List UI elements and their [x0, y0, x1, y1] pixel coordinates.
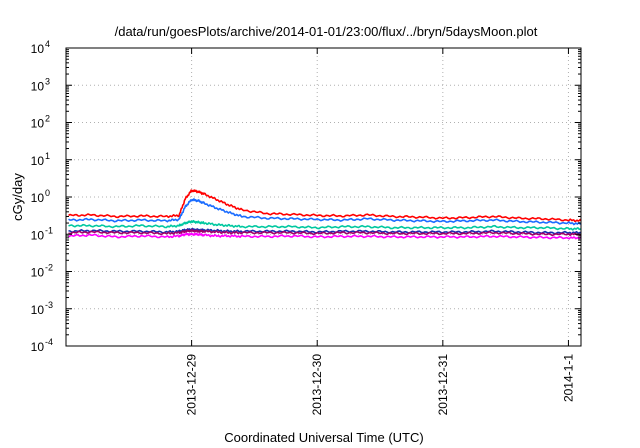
y-tick-label: 10	[31, 303, 45, 317]
y-tick-label: 10	[31, 191, 45, 205]
y-tick-label-base: 10	[31, 117, 45, 131]
series-line-3	[68, 219, 582, 231]
series-line-4	[68, 227, 582, 235]
series-line-1	[68, 189, 582, 223]
y-tick-label-exponent: 0	[45, 188, 50, 198]
x-axis-label: Coordinated Universal Time (UTC)	[224, 430, 423, 445]
y-tick-label: 10	[31, 228, 45, 242]
plot-frame	[65, 47, 582, 347]
y-tick-label: 10	[31, 154, 45, 168]
y-tick-label-base: 10	[31, 303, 45, 317]
chart-title: /data/run/goesPlots/archive/2014-01-01/2…	[115, 24, 538, 39]
y-tick-label-exponent: 1	[45, 151, 50, 161]
y-tick-label: 10	[31, 266, 45, 280]
x-tick-label: 2013-12-29	[185, 354, 199, 416]
series-line-6	[68, 232, 582, 240]
y-tick-label-exponent: -4	[45, 337, 53, 347]
y-tick-label-base: 10	[31, 191, 45, 205]
series-line-2	[68, 198, 581, 226]
y-tick-label: 10	[31, 79, 45, 93]
series-layer	[68, 189, 582, 240]
x-tick-label: 2013-12-31	[436, 354, 450, 416]
y-tick-label: 10	[31, 117, 45, 131]
y-tick-label-base: 10	[31, 79, 45, 93]
y-tick-label-base: 10	[31, 340, 45, 354]
y-tick-label: 10	[31, 42, 45, 56]
x-tick-label: 2014-1-1	[561, 354, 575, 402]
y-tick-label-exponent: 3	[45, 76, 50, 86]
y-tick-label-exponent: -2	[45, 263, 53, 273]
y-tick-label-base: 10	[31, 42, 45, 56]
y-axis-label: cGy/day	[10, 173, 25, 221]
y-tick-label-exponent: 4	[45, 39, 50, 49]
grid-layer	[66, 48, 581, 346]
series-line-5	[68, 228, 582, 237]
y-tick-label-base: 10	[31, 266, 45, 280]
y-tick-label-exponent: -1	[45, 225, 53, 235]
y-tick-label: 10	[31, 340, 45, 354]
y-tick-label-base: 10	[31, 154, 45, 168]
y-tick-label-base: 10	[31, 228, 45, 242]
x-tick-label: 2013-12-30	[310, 354, 324, 416]
y-tick-label-exponent: 2	[45, 114, 50, 124]
y-tick-label-exponent: -3	[45, 300, 53, 310]
